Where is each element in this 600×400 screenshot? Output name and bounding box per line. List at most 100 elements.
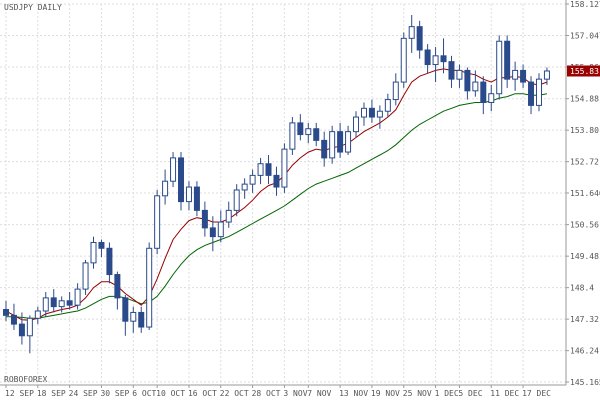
grid-layer (0, 3, 566, 383)
bear-candle (114, 271, 121, 310)
bear-candle (464, 67, 471, 100)
bull-candle (400, 32, 407, 88)
bull-candle (376, 105, 383, 129)
candle-body (440, 55, 447, 63)
candle-body (353, 116, 360, 133)
candle-body (543, 70, 550, 80)
bull-candle (353, 111, 360, 138)
candle-body (360, 107, 367, 118)
bull-candle (329, 125, 336, 164)
candle-body (408, 26, 415, 39)
bear-candle (424, 44, 431, 74)
bear-candle (321, 131, 328, 167)
bear-candle (18, 312, 25, 345)
candle-body (337, 131, 344, 153)
bull-candle (74, 283, 81, 310)
bear-candle (416, 20, 423, 59)
candle-body (496, 40, 503, 95)
candle-body (154, 195, 161, 249)
candle-layer (3, 14, 550, 354)
bull-candle (496, 35, 503, 100)
candle-body (424, 49, 431, 66)
candle-body (520, 69, 527, 83)
bull-candle (345, 125, 352, 155)
bear-candle (368, 99, 375, 123)
candle-body (249, 174, 256, 185)
bear-candle (448, 55, 455, 88)
bear-candle (3, 300, 9, 322)
candle-body (122, 297, 129, 322)
bear-candle (10, 303, 17, 330)
bull-candle (535, 73, 542, 112)
candle-body (281, 148, 288, 188)
bull-candle (512, 61, 519, 91)
candle-body (448, 61, 455, 80)
bear-candle (504, 35, 511, 88)
candle-body (178, 157, 185, 203)
candle-body (512, 69, 519, 80)
candle-body (98, 241, 105, 249)
y-tick-label: 157.047 (570, 31, 600, 40)
candle-body (321, 139, 328, 159)
x-tick-label: 10 OCT (156, 389, 185, 398)
x-tick-label: 16 OCT (188, 389, 217, 398)
candle-body (66, 300, 73, 306)
x-tick-label: 30 SEP (100, 389, 129, 398)
bear-candle (273, 166, 280, 196)
bull-candle (281, 143, 288, 193)
candle-body (241, 183, 248, 191)
candle-body (472, 81, 479, 92)
candle-body (82, 262, 89, 290)
bull-candle (90, 236, 97, 269)
bull-candle (154, 189, 161, 255)
slow-ma-line (6, 93, 547, 319)
candle-body (193, 186, 200, 211)
candle-body (18, 323, 25, 337)
bull-candle (58, 296, 65, 313)
bear-candle (480, 76, 487, 115)
bear-candle (138, 306, 145, 333)
bull-candle (432, 47, 439, 83)
bull-candle (305, 122, 312, 144)
candle-body (106, 247, 113, 276)
x-tick-label: 6 OCT (132, 389, 156, 398)
bull-candle (392, 73, 399, 106)
candle-body (233, 189, 240, 211)
bull-candle (162, 169, 169, 205)
candle-body (376, 110, 383, 118)
candle-body (416, 26, 423, 51)
chart-title: USDJPY DAILY (4, 3, 62, 12)
bull-candle (488, 84, 495, 112)
y-tick-label: 147.32 (570, 315, 599, 324)
candle-body (368, 107, 375, 118)
candle-body (273, 174, 280, 188)
last-price-tag: 155.83 (567, 65, 600, 77)
candle-body (26, 317, 33, 337)
bull-candle (241, 178, 248, 199)
last-price-label: 155.83 (570, 67, 599, 76)
y-tick-label: 151.646 (570, 189, 600, 198)
bear-candle (50, 289, 57, 313)
candle-body (130, 311, 137, 322)
bear-candle (337, 122, 344, 158)
y-tick-label: 153.80 (570, 126, 599, 135)
y-tick-label: 152.72 (570, 158, 599, 167)
bull-candle (146, 242, 153, 330)
candle-body (42, 297, 49, 312)
candle-body (305, 128, 312, 136)
candle-body (464, 69, 471, 92)
bull-candle (225, 201, 232, 228)
bull-candle (42, 292, 49, 317)
bear-candle (193, 181, 200, 217)
x-tick-label: 11 DEC (490, 389, 519, 398)
x-tick-label: 7 NOV (307, 389, 331, 398)
bear-candle (313, 122, 320, 147)
candle-body (201, 209, 208, 229)
x-tick-label: 3 NOV (283, 389, 307, 398)
bull-candle (472, 70, 479, 97)
y-tick-label: 158.127 (570, 0, 600, 9)
x-axis-ticks: 12 SEP 18 SEP 24 SEP 30 SEP 6 OCT 10 OCT 16 OC… (5, 385, 551, 398)
last-price-tag-bg (567, 65, 600, 77)
